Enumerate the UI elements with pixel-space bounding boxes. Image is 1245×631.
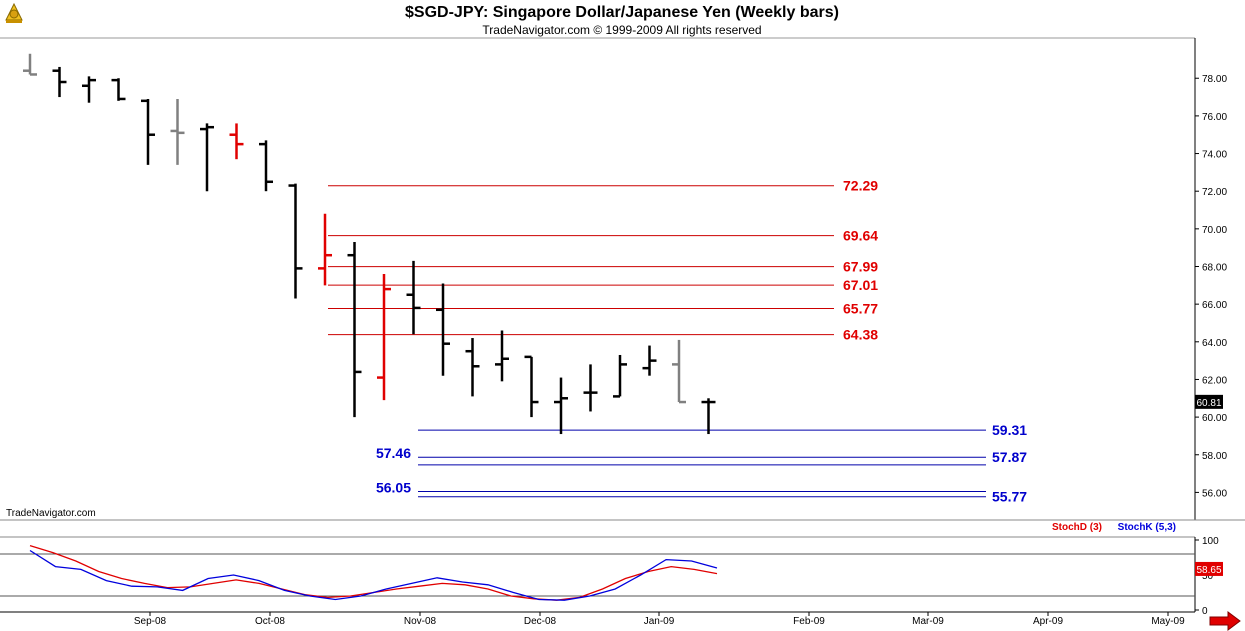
x-tick-label: Oct-08 — [255, 616, 285, 627]
ohlc-bar — [613, 354, 627, 398]
y-tick-label: 60.00 — [1202, 413, 1227, 424]
support-label-left: 57.46 — [376, 445, 411, 461]
watermark: TradeNavigator.com — [6, 508, 96, 519]
support-label: 59.31 — [992, 422, 1027, 438]
ohlc-bar — [288, 183, 303, 299]
chart-subtitle: TradeNavigator.com © 1999-2009 All right… — [482, 23, 761, 37]
x-tick-label: Sep-08 — [134, 616, 167, 627]
stoch-k-line — [29, 549, 718, 601]
legend-stoch-k: StochK (5,3) — [1118, 522, 1176, 533]
ohlc-bar — [23, 53, 37, 76]
last-price-marker: 60.81 — [1195, 394, 1223, 409]
right-arrow-icon[interactable] — [1209, 611, 1241, 631]
stoch-y-axis: 0 50 100 — [1195, 536, 1219, 617]
y-tick-label: 56.00 — [1202, 488, 1227, 499]
ohlc-bar — [524, 355, 539, 418]
y-tick-label: 58.00 — [1202, 451, 1227, 462]
ohlc-bar — [554, 377, 568, 435]
ohlc-bar — [583, 364, 598, 412]
ohlc-bar — [141, 98, 155, 165]
y-tick-label: 76.00 — [1202, 112, 1227, 123]
y-tick-label: 62.00 — [1202, 375, 1227, 386]
stoch-y-tick-label: 50 — [1202, 571, 1214, 582]
y-tick-label: 68.00 — [1202, 262, 1227, 273]
ohlc-bar — [465, 338, 480, 397]
stoch-last-value-marker: 58.65 — [1195, 561, 1223, 576]
legend-stoch-d: StochD (3) — [1052, 522, 1102, 533]
y-tick-label: 78.00 — [1202, 74, 1227, 85]
x-tick-label: Apr-09 — [1033, 616, 1063, 627]
resistance-label: 64.38 — [843, 327, 878, 343]
ohlc-bar — [436, 283, 450, 376]
resistance-label: 67.01 — [843, 277, 878, 293]
ohlc-bar — [318, 213, 332, 286]
ohlc-bar — [229, 123, 244, 160]
horizontal-levels: 72.29 69.64 67.99 67.01 65.77 64.38 59.31 57.87… — [328, 178, 1027, 505]
x-tick-label: Dec-08 — [524, 616, 557, 627]
svg-text:58.65: 58.65 — [1196, 565, 1221, 576]
x-axis: Sep-08 Oct-08 Nov-08 Dec-08 Jan-09 Feb-09 Mar-… — [134, 612, 1185, 627]
support-label: 57.87 — [992, 449, 1027, 465]
stoch-guides — [0, 553, 1195, 597]
x-tick-label: Nov-08 — [404, 616, 437, 627]
support-label-left: 56.05 — [376, 479, 411, 495]
chart-title: $SGD-JPY: Singapore Dollar/Japanese Yen … — [405, 4, 839, 21]
stoch-y-tick-label: 100 — [1202, 536, 1219, 547]
ohlc-bar — [52, 66, 67, 98]
stoch-y-tick-label: 0 — [1202, 606, 1208, 617]
x-tick-label: Mar-09 — [912, 616, 944, 627]
y-tick-label: 64.00 — [1202, 338, 1227, 349]
ohlc-bar — [111, 78, 126, 101]
resistance-label: 72.29 — [843, 178, 878, 194]
resistance-label: 67.99 — [843, 259, 878, 275]
x-tick-label: May-09 — [1151, 616, 1185, 627]
price-y-axis: 56.00 58.00 60.00 62.00 64.00 66.00 68.00 70.00… — [1195, 74, 1227, 499]
y-tick-label: 66.00 — [1202, 300, 1227, 311]
ohlc-bar — [495, 330, 509, 382]
svg-text:60.81: 60.81 — [1196, 398, 1221, 409]
ohlc-bar — [642, 345, 657, 376]
resistance-label: 69.64 — [843, 228, 878, 244]
y-tick-label: 74.00 — [1202, 150, 1227, 161]
ohlc-bar — [347, 242, 362, 418]
x-tick-label: Feb-09 — [793, 616, 825, 627]
sextant-logo-icon[interactable] — [5, 2, 23, 23]
ohlc-bar — [701, 398, 716, 435]
ohlc-bar — [259, 140, 273, 192]
ohlc-bar — [672, 339, 686, 404]
y-tick-label: 72.00 — [1202, 187, 1227, 198]
y-tick-label: 70.00 — [1202, 225, 1227, 236]
ohlc-bar — [170, 98, 185, 165]
x-tick-label: Jan-09 — [644, 616, 675, 627]
ohlc-bar — [406, 260, 421, 335]
support-label: 55.77 — [992, 489, 1027, 505]
price-bars — [23, 53, 716, 435]
ohlc-bar — [82, 76, 96, 103]
ohlc-bar — [377, 274, 391, 401]
stoch-lines — [29, 544, 718, 601]
resistance-label: 65.77 — [843, 300, 878, 316]
ohlc-bar — [200, 123, 214, 192]
